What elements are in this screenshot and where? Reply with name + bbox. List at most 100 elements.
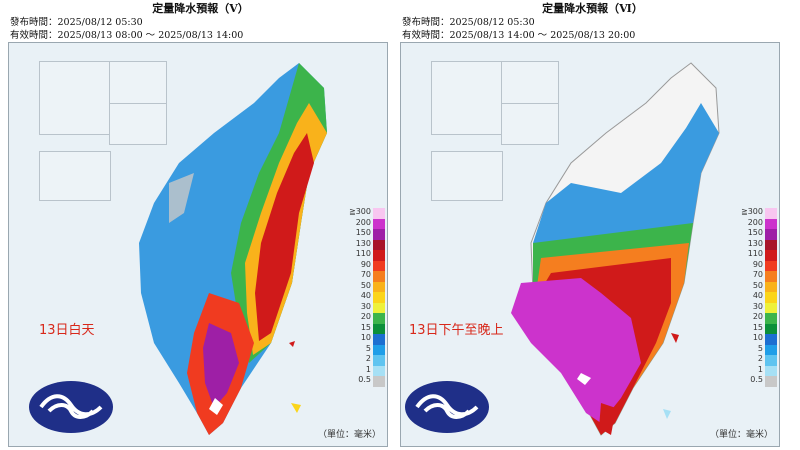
legend-level-label: 40 [752,291,763,300]
legend: ≧300 200 150 130 110 90 70 50 40 30 20 15 10 5 2 1 0.5 [327,207,387,387]
legend-level-label: 30 [752,301,763,311]
legend-row: 130 [327,239,387,250]
legend-color-swatch [765,281,777,292]
issue-time: 發布時間：2025/08/12 05:30 [402,17,535,28]
legend-row: 200 [327,217,387,229]
legend-color-swatch [373,365,385,376]
legend-color-swatch [765,302,777,313]
legend-row: 150 [327,228,387,240]
legend-level-label: 150 [747,228,763,237]
legend-color-swatch [373,376,385,387]
period-label: 13日下午至晚上 [409,323,504,338]
penghu-inset-icon [431,151,503,201]
legend-level-label: 20 [752,312,763,321]
legend-level-label: 200 [355,217,371,227]
legend-color-swatch [765,323,777,334]
unit-label: （單位：毫米） [317,430,381,440]
legend-color-swatch [373,302,385,313]
legend-level-label: 2 [365,354,371,363]
legend-color-swatch [373,334,385,345]
legend-color-swatch [373,281,385,292]
legend-row: 2 [327,354,387,366]
legend-row: 90 [719,259,779,271]
valid-time: 有效時間：2025/08/13 14:00 ～ 2025/08/13 20:00 [402,30,636,41]
legend-level-label: 0.5 [750,375,763,384]
legend-level-label: 5 [757,343,763,353]
legend-row: 70 [327,270,387,282]
legend-row: 150 [719,228,779,240]
legend-color-swatch [373,250,385,261]
legend-color-swatch [373,208,385,219]
legend-color-swatch [765,313,777,324]
cwa-logo-icon [405,381,489,433]
legend-level-label: 15 [360,322,371,332]
legend-color-swatch [373,355,385,366]
legend-row: 90 [327,259,387,271]
legend-color-swatch [373,271,385,282]
legend-level-label: 5 [365,343,371,353]
legend-color-swatch [765,376,777,387]
legend-level-label: 90 [752,259,763,269]
forecast-panel-vi: 定量降水預報（Ⅵ） 發布時間：2025/08/12 05:30 有效時間：202… [400,0,785,450]
legend-color-swatch [373,323,385,334]
legend-level-label: 30 [360,301,371,311]
legend-color-swatch [765,292,777,303]
legend-row: ≧300 [719,207,779,219]
legend-level-label: 110 [747,249,763,258]
rainfall-map: 13日白天 ≧300 200 150 130 110 90 70 50 40 30 20 15 10 5 2… [8,42,388,447]
legend-row: 15 [327,322,387,334]
legend-color-swatch [765,271,777,282]
legend-row: 50 [719,280,779,292]
legend-color-swatch [765,355,777,366]
legend-row: 10 [327,333,387,345]
legend-color-swatch [373,239,385,250]
panel-title: 定量降水預報（Ⅴ） [152,2,249,15]
legend-row: 5 [327,343,387,355]
rainfall-map: 13日下午至晚上 ≧300 200 150 130 110 90 70 50 40 30 20 15 1… [400,42,780,447]
legend-row: 5 [719,343,779,355]
unit-label: （單位：毫米） [709,430,773,440]
legend-rows: ≧300 200 150 130 110 90 70 50 40 30 20 15 10 5 2 1 0.5 [327,207,387,387]
legend-row: 70 [719,270,779,282]
legend-row: 15 [719,322,779,334]
legend-level-label: 90 [360,259,371,269]
forecast-panel-v: 定量降水預報（Ⅴ） 發布時間：2025/08/12 05:30 有效時間：202… [8,0,393,450]
legend-color-swatch [765,334,777,345]
legend-rows: ≧300 200 150 130 110 90 70 50 40 30 20 15 10 5 2 1 0.5 [719,207,779,387]
legend-level-label: 1 [365,364,371,374]
legend-color-swatch [765,344,777,355]
penghu-inset-icon [39,151,111,201]
legend-color-swatch [373,260,385,271]
legend-row: 1 [719,364,779,376]
legend-row: 30 [327,301,387,313]
legend-row: 30 [719,301,779,313]
legend-level-label: 40 [360,291,371,300]
taiwan-map-icon [139,63,327,435]
wuqiu-inset-icon [501,103,559,145]
legend-level-label: 0.5 [358,375,371,384]
wuqiu-inset-icon [109,103,167,145]
legend-row: 110 [719,249,779,261]
legend-color-swatch [373,292,385,303]
legend-color-swatch [765,208,777,219]
legend-color-swatch [765,239,777,250]
legend-level-label: 130 [747,238,763,248]
legend-level-label: 2 [757,354,763,363]
period-label: 13日白天 [39,323,95,338]
legend-level-label: 50 [752,280,763,290]
legend-row: 110 [327,249,387,261]
legend-level-label: 1 [757,364,763,374]
legend-color-swatch [373,229,385,240]
legend: ≧300 200 150 130 110 90 70 50 40 30 20 15 10 5 2 1 0.5 [719,207,779,387]
legend-level-label: 15 [752,322,763,332]
legend-row: 130 [719,238,779,250]
legend-row: 1 [327,364,387,376]
legend-row: 20 [327,312,387,324]
legend-level-label: 70 [360,270,371,279]
legend-color-swatch [765,260,777,271]
legend-row: 40 [719,291,779,303]
legend-level-label: 20 [360,312,371,321]
legend-level-label: 150 [355,228,371,237]
legend-color-swatch [765,365,777,376]
legend-color-swatch [373,344,385,355]
